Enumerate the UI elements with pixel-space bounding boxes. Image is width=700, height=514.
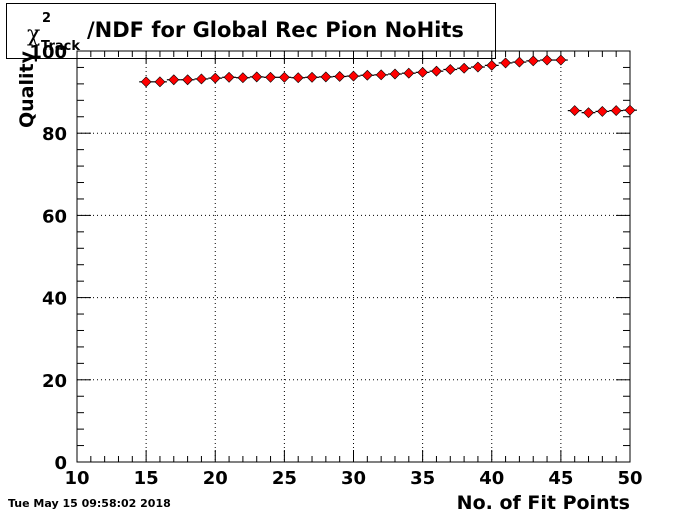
data-point <box>348 70 359 82</box>
data-point <box>361 69 373 81</box>
series-2 <box>567 104 637 119</box>
x-tick-label: 40 <box>479 468 504 489</box>
data-point <box>431 65 442 77</box>
data-point <box>596 105 608 117</box>
data-point <box>624 104 636 116</box>
chart-title: χ 2 Track /NDF for Global Rec Pion NoHit… <box>6 3 496 59</box>
data-point <box>403 67 415 79</box>
data-point <box>444 64 456 75</box>
data-point <box>209 72 221 84</box>
data-point <box>251 71 263 83</box>
data-point <box>500 57 511 69</box>
data-point <box>278 71 290 83</box>
data-point <box>320 71 332 83</box>
y-tick-label: 80 <box>42 124 67 145</box>
data-point <box>583 107 594 119</box>
data-point <box>486 59 498 71</box>
data-point <box>610 105 622 117</box>
x-tick-label: 25 <box>272 468 297 489</box>
series-1 <box>139 54 568 88</box>
data-point <box>182 74 194 86</box>
x-tick-label: 10 <box>64 468 89 489</box>
x-axis-label: No. of Fit Points <box>457 492 630 514</box>
data-point <box>223 71 235 83</box>
axis-ticks <box>76 50 631 463</box>
data-point <box>154 76 166 88</box>
data-point <box>196 73 207 85</box>
data-point <box>527 55 539 67</box>
y-tick-label: 40 <box>42 289 67 310</box>
x-tick-label: 20 <box>203 468 228 489</box>
data-point <box>292 72 304 84</box>
data-point <box>389 68 401 80</box>
plot-frame <box>76 50 631 463</box>
data-point <box>168 74 180 86</box>
data-point <box>541 54 553 66</box>
grid-lines <box>77 51 630 462</box>
y-tick-label: 20 <box>42 371 67 392</box>
data-point <box>569 105 581 117</box>
data-point <box>472 61 484 73</box>
title-chi-symbol: χ <box>27 22 41 47</box>
tick-labels: 10 15 20 25 30 35 40 45 50 0 20 40 60 80 100 <box>29 42 642 489</box>
y-tick-label: 60 <box>42 206 67 227</box>
data-point <box>555 54 567 66</box>
x-tick-label: 15 <box>134 468 159 489</box>
data-point <box>513 56 525 68</box>
y-tick-label: 0 <box>54 453 67 474</box>
x-tick-label: 30 <box>341 468 366 489</box>
data-series <box>139 54 637 119</box>
title-subscript: Track <box>41 39 80 54</box>
data-point <box>237 72 249 84</box>
title-text: /NDF for Global Rec Pion NoHits <box>87 18 464 42</box>
data-point <box>306 71 318 83</box>
data-point <box>417 66 429 78</box>
data-point <box>458 62 470 74</box>
data-point <box>140 76 152 88</box>
title-superscript: 2 <box>42 11 52 26</box>
x-tick-label: 35 <box>410 468 435 489</box>
y-tick-label: 100 <box>29 42 67 63</box>
data-point <box>265 71 276 83</box>
data-point <box>375 69 387 81</box>
y-axis-label: Quality <box>16 50 38 128</box>
x-tick-label: 45 <box>548 468 573 489</box>
data-point <box>334 71 346 82</box>
timestamp-footer: Tue May 15 09:58:02 2018 <box>8 497 171 510</box>
x-tick-label: 50 <box>617 468 642 489</box>
